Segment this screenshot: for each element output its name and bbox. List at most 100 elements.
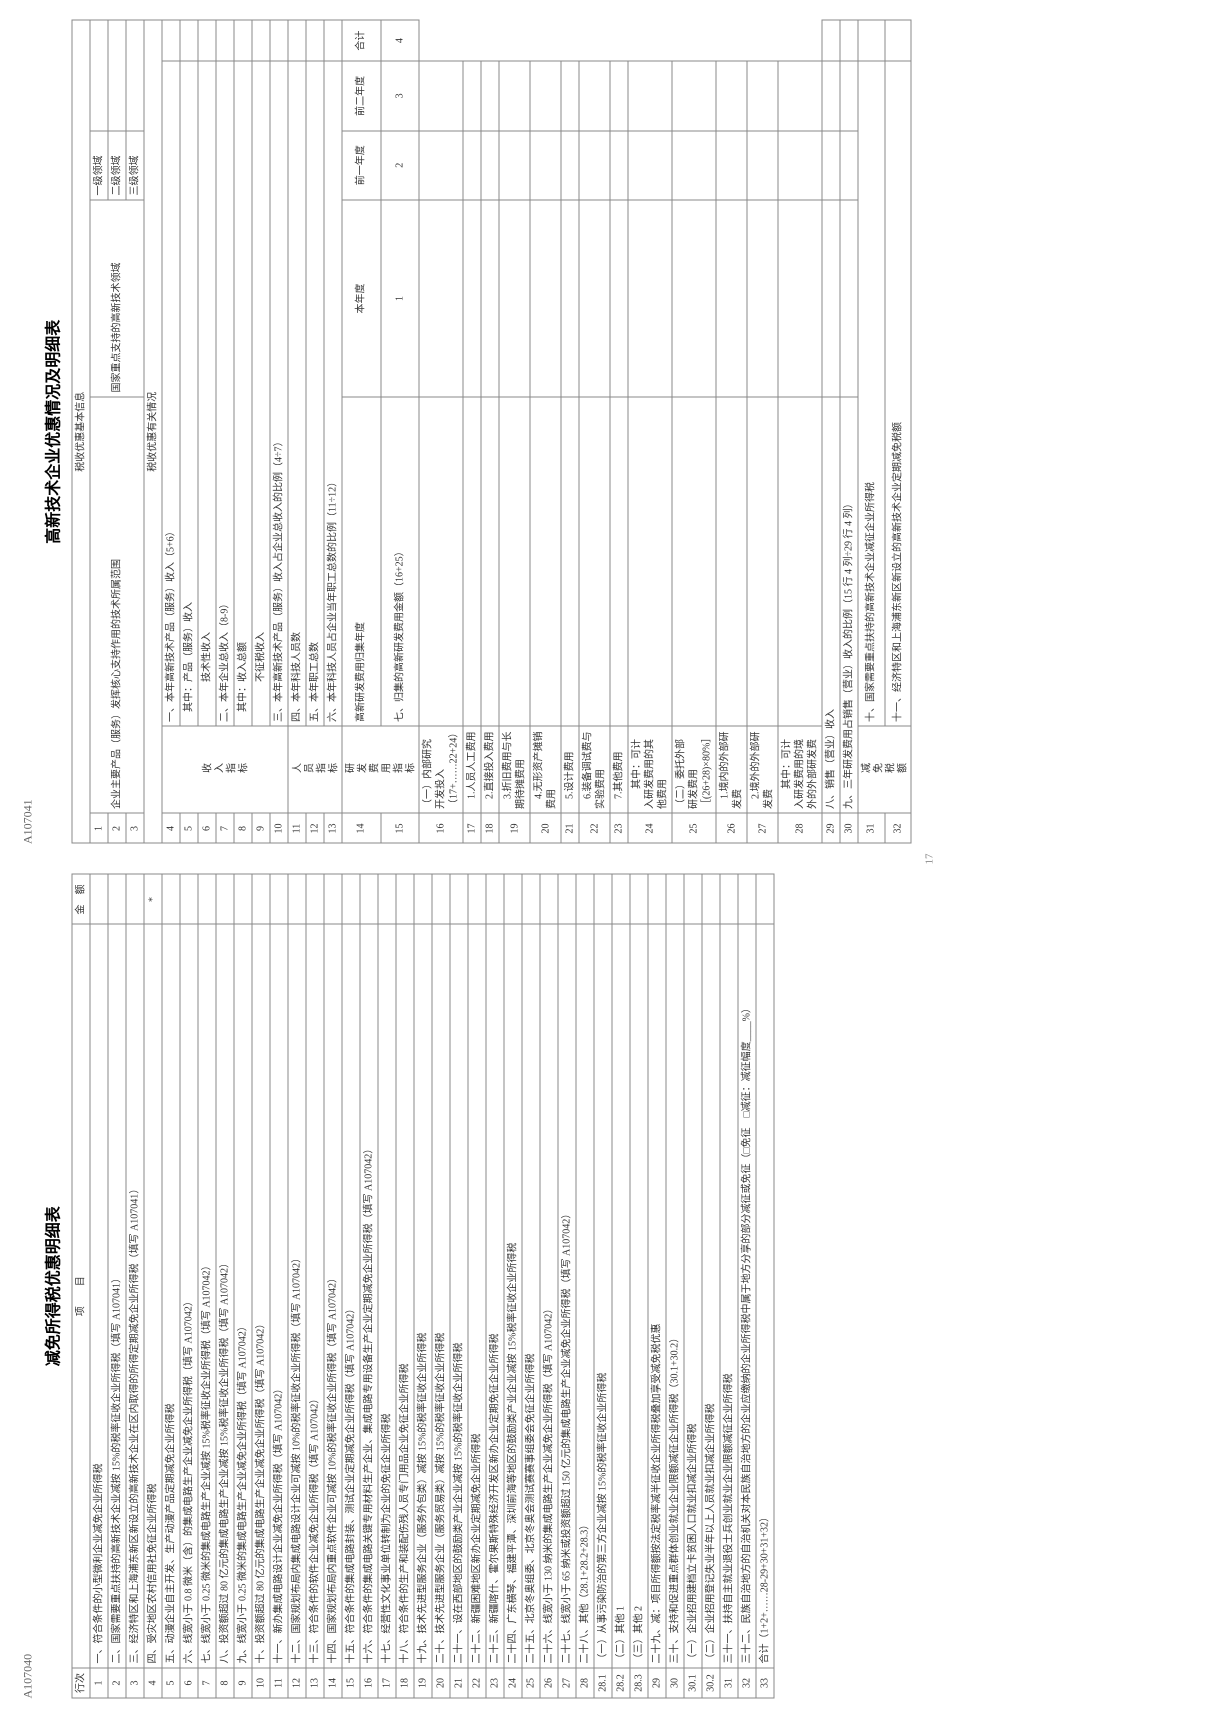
row-amount[interactable] — [270, 875, 288, 925]
row-amount[interactable] — [504, 875, 522, 925]
row-value[interactable] — [419, 200, 463, 397]
row-amount[interactable] — [216, 875, 234, 925]
row-value[interactable] — [481, 131, 499, 200]
row-value[interactable] — [419, 61, 463, 130]
row-value[interactable] — [162, 20, 180, 61]
row-amount[interactable] — [234, 875, 252, 925]
row-amount[interactable] — [180, 875, 198, 925]
row-value[interactable] — [610, 131, 628, 200]
row-value[interactable] — [628, 131, 672, 200]
row-value[interactable] — [579, 61, 610, 130]
row-amount[interactable] — [432, 875, 450, 925]
row-value[interactable] — [672, 200, 716, 397]
row-value[interactable] — [747, 61, 778, 130]
row-value[interactable] — [234, 20, 252, 61]
row-amount[interactable] — [630, 875, 648, 925]
row-value[interactable] — [840, 20, 858, 61]
row-value[interactable] — [716, 200, 747, 397]
row-amount[interactable] — [612, 875, 630, 925]
row-amount[interactable] — [126, 875, 144, 925]
row-amount[interactable] — [720, 875, 738, 925]
row-value[interactable] — [419, 131, 463, 200]
row-value[interactable] — [530, 61, 561, 130]
row-amount[interactable] — [540, 875, 558, 925]
row-amount[interactable] — [648, 875, 666, 925]
row-value[interactable] — [778, 200, 822, 397]
row-amount[interactable] — [558, 875, 576, 925]
row-value[interactable] — [840, 200, 858, 397]
level3-value[interactable] — [126, 20, 144, 131]
row-amount[interactable] — [288, 875, 306, 925]
row-amount[interactable] — [342, 875, 360, 925]
row-value[interactable] — [778, 397, 822, 727]
row-amount[interactable] — [324, 875, 342, 925]
row-value[interactable] — [610, 200, 628, 397]
row-value[interactable] — [463, 61, 481, 130]
row-amount[interactable] — [594, 875, 612, 925]
row-value[interactable] — [822, 61, 840, 130]
row-value[interactable] — [610, 61, 628, 130]
row-value[interactable] — [579, 200, 610, 397]
row-amount[interactable] — [468, 875, 486, 925]
row-value[interactable] — [530, 200, 561, 397]
row-value[interactable] — [840, 131, 858, 200]
row-amount[interactable]: * — [144, 875, 162, 925]
row-amount[interactable] — [576, 875, 594, 925]
row-value[interactable] — [716, 131, 747, 200]
row-value[interactable] — [499, 397, 530, 727]
row-value[interactable] — [822, 131, 840, 200]
row-amount[interactable] — [486, 875, 504, 925]
row-value[interactable] — [561, 200, 579, 397]
row-value[interactable] — [481, 61, 499, 130]
row-amount[interactable] — [90, 875, 108, 925]
row-value[interactable] — [579, 131, 610, 200]
row-value[interactable] — [463, 131, 481, 200]
row-value[interactable] — [180, 20, 198, 61]
level2-value[interactable] — [108, 20, 126, 131]
row-amount[interactable] — [414, 875, 432, 925]
row-value[interactable] — [840, 61, 858, 130]
row-amount[interactable] — [666, 875, 684, 925]
row-value[interactable] — [610, 397, 628, 727]
row-value[interactable] — [747, 397, 778, 727]
row-value[interactable] — [481, 397, 499, 727]
row-amount[interactable] — [702, 875, 720, 925]
row-value[interactable] — [628, 61, 672, 130]
row-amount[interactable] — [378, 875, 396, 925]
row-value[interactable] — [561, 397, 579, 727]
row-value[interactable] — [463, 397, 481, 727]
row-amount[interactable] — [522, 875, 540, 925]
row-value[interactable] — [561, 131, 579, 200]
row-value[interactable] — [198, 20, 216, 61]
row-value[interactable] — [747, 200, 778, 397]
row-value[interactable] — [672, 131, 716, 200]
row-value[interactable] — [463, 200, 481, 397]
row-value[interactable] — [530, 131, 561, 200]
row-amount[interactable] — [108, 875, 126, 925]
row-value[interactable] — [628, 397, 672, 727]
row-amount[interactable] — [306, 875, 324, 925]
row-amount[interactable] — [252, 875, 270, 925]
row-value[interactable] — [499, 200, 530, 397]
row-value[interactable] — [499, 61, 530, 130]
row-value[interactable] — [499, 131, 530, 200]
row-value[interactable] — [716, 61, 747, 130]
row-value[interactable] — [561, 61, 579, 130]
row-value[interactable] — [288, 20, 306, 61]
row-value[interactable] — [270, 20, 288, 61]
row-value[interactable] — [419, 397, 463, 727]
row-amount[interactable] — [198, 875, 216, 925]
row-amount[interactable] — [360, 875, 378, 925]
level1-value[interactable] — [90, 20, 108, 131]
row-value[interactable] — [822, 20, 840, 61]
row-amount[interactable] — [756, 875, 774, 925]
row-value[interactable] — [481, 200, 499, 397]
row-value[interactable] — [252, 20, 270, 61]
row-value[interactable] — [579, 397, 610, 727]
row-amount[interactable] — [396, 875, 414, 925]
row-amount[interactable] — [738, 875, 756, 925]
row-value[interactable] — [306, 20, 324, 61]
row-amount[interactable] — [162, 875, 180, 925]
row-value[interactable] — [885, 20, 912, 61]
row-value[interactable] — [628, 200, 672, 397]
